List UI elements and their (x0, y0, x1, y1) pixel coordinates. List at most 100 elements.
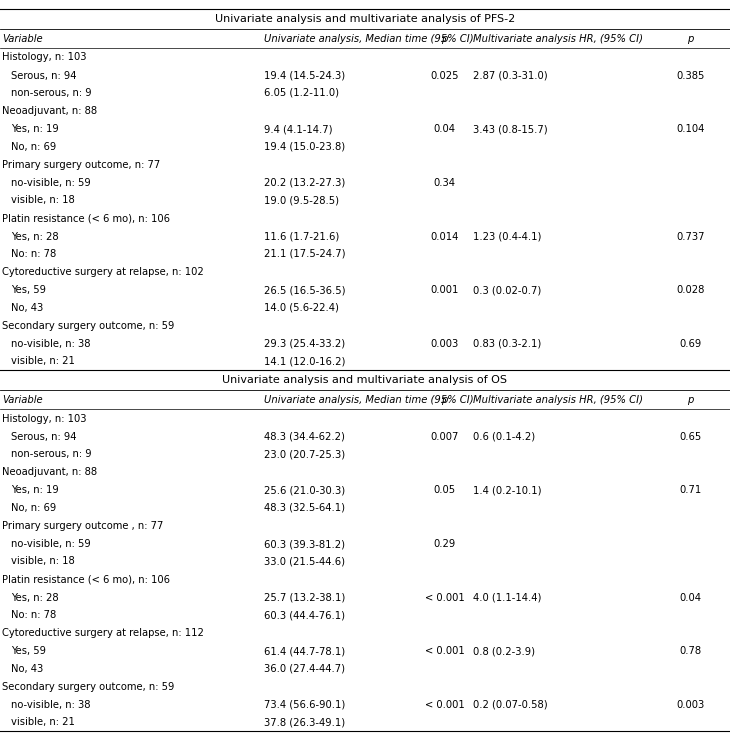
Text: 0.65: 0.65 (680, 432, 702, 441)
Text: 21.1 (17.5-24.7): 21.1 (17.5-24.7) (264, 249, 346, 259)
Text: < 0.001: < 0.001 (425, 646, 464, 657)
Text: Univariate analysis, Median time (95% CI): Univariate analysis, Median time (95% CI… (264, 395, 474, 405)
Text: Histology, n: 103: Histology, n: 103 (2, 413, 87, 424)
Text: No, n: 69: No, n: 69 (11, 503, 56, 513)
Text: 36.0 (27.4-44.7): 36.0 (27.4-44.7) (264, 664, 345, 674)
Text: no-visible, n: 38: no-visible, n: 38 (11, 700, 91, 710)
Text: p: p (442, 395, 447, 405)
Text: Secondary surgery outcome, n: 59: Secondary surgery outcome, n: 59 (2, 321, 174, 331)
Text: 61.4 (44.7-78.1): 61.4 (44.7-78.1) (264, 646, 345, 657)
Text: Primary surgery outcome , n: 77: Primary surgery outcome , n: 77 (2, 521, 164, 531)
Text: Univariate analysis and multivariate analysis of OS: Univariate analysis and multivariate ana… (223, 375, 507, 385)
Text: 20.2 (13.2-27.3): 20.2 (13.2-27.3) (264, 178, 345, 188)
Text: Secondary surgery outcome, n: 59: Secondary surgery outcome, n: 59 (2, 682, 174, 692)
Text: 0.001: 0.001 (431, 285, 458, 296)
Text: 25.7 (13.2-38.1): 25.7 (13.2-38.1) (264, 593, 345, 603)
Text: 60.3 (39.3-81.2): 60.3 (39.3-81.2) (264, 539, 345, 549)
Text: 25.6 (21.0-30.3): 25.6 (21.0-30.3) (264, 486, 345, 495)
Text: visible, n: 21: visible, n: 21 (11, 717, 75, 727)
Text: Platin resistance (< 6 mo), n: 106: Platin resistance (< 6 mo), n: 106 (2, 575, 170, 584)
Text: No: n: 78: No: n: 78 (11, 610, 56, 620)
Text: Serous, n: 94: Serous, n: 94 (11, 432, 77, 441)
Text: non-serous, n: 9: non-serous, n: 9 (11, 449, 91, 459)
Text: p: p (442, 34, 447, 43)
Text: 9.4 (4.1-14.7): 9.4 (4.1-14.7) (264, 125, 333, 134)
Text: Serous, n: 94: Serous, n: 94 (11, 71, 77, 80)
Text: 0.2 (0.07-0.58): 0.2 (0.07-0.58) (473, 700, 548, 710)
Text: Histology, n: 103: Histology, n: 103 (2, 52, 87, 63)
Text: 0.71: 0.71 (680, 486, 702, 495)
Text: 48.3 (32.5-64.1): 48.3 (32.5-64.1) (264, 503, 345, 513)
Text: Platin resistance (< 6 mo), n: 106: Platin resistance (< 6 mo), n: 106 (2, 214, 170, 223)
Text: no-visible, n: 59: no-visible, n: 59 (11, 539, 91, 549)
Text: 0.04: 0.04 (680, 593, 702, 603)
Text: 4.0 (1.1-14.4): 4.0 (1.1-14.4) (473, 593, 542, 603)
Text: 0.05: 0.05 (434, 486, 456, 495)
Text: 0.028: 0.028 (677, 285, 704, 296)
Text: 33.0 (21.5-44.6): 33.0 (21.5-44.6) (264, 556, 345, 567)
Text: 0.3 (0.02-0.7): 0.3 (0.02-0.7) (473, 285, 541, 296)
Text: 14.1 (12.0-16.2): 14.1 (12.0-16.2) (264, 356, 345, 366)
Text: visible, n: 18: visible, n: 18 (11, 195, 74, 206)
Text: 19.4 (14.5-24.3): 19.4 (14.5-24.3) (264, 71, 345, 80)
Text: Yes, n: 19: Yes, n: 19 (11, 125, 58, 134)
Text: Multivariate analysis HR, (95% CI): Multivariate analysis HR, (95% CI) (473, 395, 643, 405)
Text: 0.34: 0.34 (434, 178, 456, 188)
Text: 0.003: 0.003 (431, 339, 458, 349)
Text: 0.69: 0.69 (680, 339, 702, 349)
Text: 23.0 (20.7-25.3): 23.0 (20.7-25.3) (264, 449, 345, 459)
Text: 2.87 (0.3-31.0): 2.87 (0.3-31.0) (473, 71, 548, 80)
Text: 0.6 (0.1-4.2): 0.6 (0.1-4.2) (473, 432, 535, 441)
Text: Univariate analysis, Median time (95% CI): Univariate analysis, Median time (95% CI… (264, 34, 474, 43)
Text: visible, n: 21: visible, n: 21 (11, 356, 75, 366)
Text: p: p (688, 395, 694, 405)
Text: 0.8 (0.2-3.9): 0.8 (0.2-3.9) (473, 646, 535, 657)
Text: 11.6 (1.7-21.6): 11.6 (1.7-21.6) (264, 231, 339, 242)
Text: 3.43 (0.8-15.7): 3.43 (0.8-15.7) (473, 125, 548, 134)
Text: 0.014: 0.014 (431, 231, 458, 242)
Text: 14.0 (5.6-22.4): 14.0 (5.6-22.4) (264, 303, 339, 312)
Text: 0.003: 0.003 (677, 700, 704, 710)
Text: 73.4 (56.6-90.1): 73.4 (56.6-90.1) (264, 700, 345, 710)
Text: 48.3 (34.4-62.2): 48.3 (34.4-62.2) (264, 432, 345, 441)
Text: 0.007: 0.007 (431, 432, 458, 441)
Text: 37.8 (26.3-49.1): 37.8 (26.3-49.1) (264, 717, 345, 727)
Text: 0.83 (0.3-2.1): 0.83 (0.3-2.1) (473, 339, 541, 349)
Text: No, 43: No, 43 (11, 664, 43, 674)
Text: Primary surgery outcome, n: 77: Primary surgery outcome, n: 77 (2, 160, 161, 170)
Text: Yes, 59: Yes, 59 (11, 285, 46, 296)
Text: Variable: Variable (2, 395, 43, 405)
Text: No, 43: No, 43 (11, 303, 43, 312)
Text: 60.3 (44.4-76.1): 60.3 (44.4-76.1) (264, 610, 345, 620)
Text: No: n: 78: No: n: 78 (11, 249, 56, 259)
Text: 1.4 (0.2-10.1): 1.4 (0.2-10.1) (473, 486, 542, 495)
Text: non-serous, n: 9: non-serous, n: 9 (11, 88, 91, 98)
Text: p: p (688, 34, 694, 43)
Text: visible, n: 18: visible, n: 18 (11, 556, 74, 567)
Text: no-visible, n: 59: no-visible, n: 59 (11, 178, 91, 188)
Text: Cytoreductive surgery at relapse, n: 102: Cytoreductive surgery at relapse, n: 102 (2, 267, 204, 277)
Text: No, n: 69: No, n: 69 (11, 142, 56, 152)
Text: Neoadjuvant, n: 88: Neoadjuvant, n: 88 (2, 467, 97, 478)
Text: Neoadjuvant, n: 88: Neoadjuvant, n: 88 (2, 106, 97, 116)
Text: Yes, n: 28: Yes, n: 28 (11, 231, 58, 242)
Text: 0.025: 0.025 (430, 71, 459, 80)
Text: Cytoreductive surgery at relapse, n: 112: Cytoreductive surgery at relapse, n: 112 (2, 628, 204, 638)
Text: 0.29: 0.29 (434, 539, 456, 549)
Text: 0.104: 0.104 (677, 125, 704, 134)
Text: Variable: Variable (2, 34, 43, 43)
Text: 0.04: 0.04 (434, 125, 456, 134)
Text: 6.05 (1.2-11.0): 6.05 (1.2-11.0) (264, 88, 339, 98)
Text: Yes, n: 19: Yes, n: 19 (11, 486, 58, 495)
Text: 0.78: 0.78 (680, 646, 702, 657)
Text: 29.3 (25.4-33.2): 29.3 (25.4-33.2) (264, 339, 345, 349)
Text: Multivariate analysis HR, (95% CI): Multivariate analysis HR, (95% CI) (473, 34, 643, 43)
Text: < 0.001: < 0.001 (425, 593, 464, 603)
Text: 26.5 (16.5-36.5): 26.5 (16.5-36.5) (264, 285, 346, 296)
Text: 0.385: 0.385 (677, 71, 704, 80)
Text: 1.23 (0.4-4.1): 1.23 (0.4-4.1) (473, 231, 542, 242)
Text: 0.737: 0.737 (676, 231, 705, 242)
Text: no-visible, n: 38: no-visible, n: 38 (11, 339, 91, 349)
Text: 19.0 (9.5-28.5): 19.0 (9.5-28.5) (264, 195, 339, 206)
Text: 19.4 (15.0-23.8): 19.4 (15.0-23.8) (264, 142, 345, 152)
